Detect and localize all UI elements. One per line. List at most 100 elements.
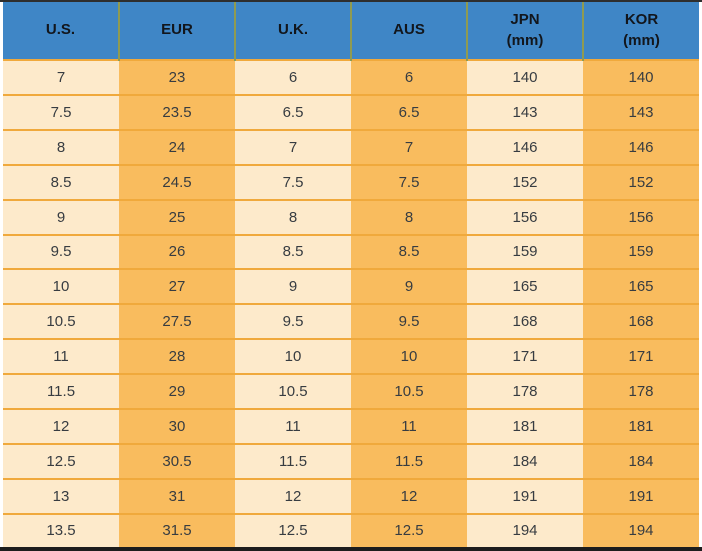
table-row: 10 27 9 9 165 165 (3, 268, 699, 305)
bottom-edge-bar (0, 547, 702, 551)
size-cell: 11 (3, 338, 119, 375)
size-cell: 9 (3, 198, 119, 235)
size-cell: 143 (467, 93, 583, 130)
top-edge-bar (0, 0, 702, 2)
size-cell: 12.5 (351, 512, 467, 547)
table-row: 9.5 26 8.5 8.5 159 159 (3, 233, 699, 270)
table-row: 7.5 23.5 6.5 6.5 143 143 (3, 93, 699, 130)
column-header-unit: (mm) (623, 31, 660, 49)
size-cell: 25 (119, 198, 235, 235)
table-header: U.S. EUR U.K. AUS JPN (mm) KOR (mm) (3, 2, 699, 60)
size-cell: 7.5 (3, 93, 119, 130)
table-row: 12 30 11 11 181 181 (3, 408, 699, 444)
size-cell: 11.5 (235, 442, 351, 479)
size-cell: 159 (467, 233, 583, 270)
size-cell: 171 (467, 338, 583, 375)
column-header-aus: AUS (350, 2, 467, 60)
size-cell: 191 (467, 477, 583, 514)
column-header-kor: KOR (mm) (582, 2, 699, 60)
size-cell: 9.5 (351, 303, 467, 340)
size-cell: 156 (467, 198, 583, 235)
size-cell: 146 (467, 128, 583, 165)
column-header-label: KOR (624, 11, 659, 29)
size-cell: 12 (351, 477, 467, 514)
size-cell: 181 (583, 408, 699, 444)
table-row: 9 25 8 8 156 156 (3, 198, 699, 235)
size-cell: 8.5 (351, 233, 467, 270)
size-cell: 10 (235, 338, 351, 375)
table-row: 11.5 29 10.5 10.5 178 178 (3, 373, 699, 410)
size-cell: 13 (3, 477, 119, 514)
column-header-label: AUS (393, 21, 425, 39)
size-cell: 152 (467, 163, 583, 200)
size-cell: 28 (119, 338, 235, 375)
column-header-jpn: JPN (mm) (466, 2, 583, 60)
size-cell: 7 (3, 59, 119, 95)
table-row: 8 24 7 7 146 146 (3, 128, 699, 165)
size-cell: 10.5 (3, 303, 119, 340)
size-cell: 159 (583, 233, 699, 270)
size-cell: 194 (467, 512, 583, 547)
size-cell: 11 (235, 408, 351, 444)
table-row: 13 31 12 12 191 191 (3, 477, 699, 514)
size-cell: 8.5 (235, 233, 351, 270)
size-cell: 11 (351, 408, 467, 444)
size-cell: 23 (119, 59, 235, 95)
column-header-eur: EUR (118, 2, 235, 60)
size-cell: 152 (583, 163, 699, 200)
size-cell: 11.5 (3, 373, 119, 410)
size-cell: 184 (467, 442, 583, 479)
size-cell: 146 (583, 128, 699, 165)
column-header-label: U.K. (278, 21, 308, 39)
size-cell: 23.5 (119, 93, 235, 130)
column-header-label: JPN (510, 11, 540, 29)
size-cell: 171 (583, 338, 699, 375)
column-header-us: U.S. (3, 2, 119, 60)
size-cell: 6 (235, 59, 351, 95)
size-cell: 8.5 (3, 163, 119, 200)
size-cell: 6 (351, 59, 467, 95)
column-header-unit: (mm) (506, 31, 544, 49)
table-row: 11 28 10 10 171 171 (3, 338, 699, 375)
column-header-label: EUR (161, 21, 193, 39)
size-cell: 181 (467, 408, 583, 444)
size-cell: 165 (583, 268, 699, 305)
size-cell: 7.5 (351, 163, 467, 200)
size-cell: 8 (351, 198, 467, 235)
column-header-label: U.S. (45, 21, 76, 39)
size-cell: 194 (583, 512, 699, 547)
table-row: 12.5 30.5 11.5 11.5 184 184 (3, 442, 699, 479)
size-cell: 6.5 (235, 93, 351, 130)
table-body: 7 23 6 6 140 140 7.5 23.5 6.5 6.5 143 143 8 24 7 7 146 14… (3, 59, 699, 547)
size-cell: 168 (467, 303, 583, 340)
size-cell: 7 (351, 128, 467, 165)
size-cell: 27 (119, 268, 235, 305)
size-cell: 10 (3, 268, 119, 305)
size-cell: 140 (467, 59, 583, 95)
size-cell: 178 (467, 373, 583, 410)
size-cell: 30 (119, 408, 235, 444)
size-cell: 178 (583, 373, 699, 410)
size-cell: 12.5 (235, 512, 351, 547)
size-cell: 9.5 (3, 233, 119, 270)
size-cell: 143 (583, 93, 699, 130)
table-row: 13.5 31.5 12.5 12.5 194 194 (3, 512, 699, 547)
size-cell: 6.5 (351, 93, 467, 130)
size-cell: 9 (235, 268, 351, 305)
table-row: 10.5 27.5 9.5 9.5 168 168 (3, 303, 699, 340)
size-cell: 31.5 (119, 512, 235, 547)
size-cell: 8 (235, 198, 351, 235)
size-cell: 12 (235, 477, 351, 514)
size-cell: 165 (467, 268, 583, 305)
column-header-uk: U.K. (234, 2, 351, 60)
size-cell: 11.5 (351, 442, 467, 479)
table-row: 7 23 6 6 140 140 (3, 59, 699, 95)
size-cell: 13.5 (3, 512, 119, 547)
size-cell: 31 (119, 477, 235, 514)
size-cell: 27.5 (119, 303, 235, 340)
size-cell: 24.5 (119, 163, 235, 200)
size-cell: 29 (119, 373, 235, 410)
size-cell: 168 (583, 303, 699, 340)
size-cell: 26 (119, 233, 235, 270)
